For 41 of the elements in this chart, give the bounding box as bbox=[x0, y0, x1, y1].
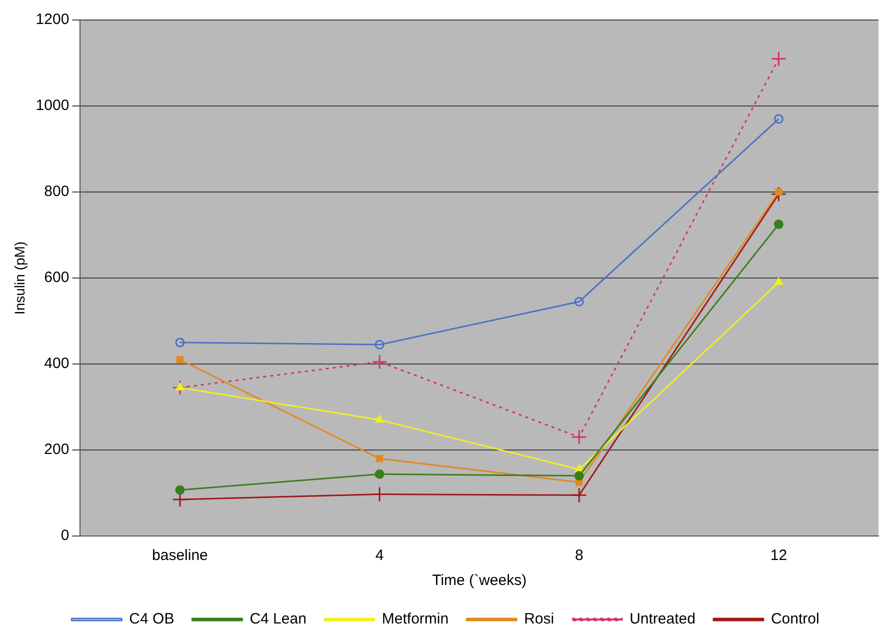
point bbox=[374, 340, 384, 350]
point bbox=[376, 455, 384, 462]
point bbox=[176, 356, 184, 364]
point bbox=[571, 487, 587, 503]
y-tick-label: 800 bbox=[44, 183, 70, 200]
x-tick-label: baseline bbox=[152, 547, 208, 564]
y-tick-label: 0 bbox=[60, 527, 70, 544]
point bbox=[571, 429, 587, 445]
y-tick-label: 200 bbox=[44, 441, 70, 458]
point bbox=[774, 220, 784, 229]
x-tick-label: 4 bbox=[375, 547, 384, 564]
y-tick-label: 400 bbox=[44, 355, 70, 372]
point bbox=[574, 464, 584, 472]
legend-label: Untreated bbox=[630, 610, 696, 628]
point bbox=[175, 338, 185, 348]
y-tick-label: 600 bbox=[44, 269, 70, 286]
point bbox=[374, 469, 384, 479]
y-tick-label: 1000 bbox=[36, 97, 70, 114]
point bbox=[574, 296, 584, 306]
y-axis-title: Insulin (pM) bbox=[11, 241, 28, 315]
x-tick-label: 8 bbox=[574, 547, 584, 564]
legend-label: Metformin bbox=[382, 610, 449, 628]
point bbox=[176, 382, 184, 390]
legend-label: C4 OB bbox=[129, 610, 174, 628]
point bbox=[770, 186, 786, 202]
legend-label: C4 Lean bbox=[250, 610, 306, 628]
point bbox=[372, 354, 388, 370]
x-axis-title: Time (`weeks) bbox=[432, 572, 527, 590]
legend-label: Rosi bbox=[524, 610, 554, 628]
point bbox=[375, 415, 384, 423]
point bbox=[175, 485, 185, 495]
point bbox=[775, 188, 782, 196]
point bbox=[574, 471, 584, 481]
point bbox=[172, 380, 188, 396]
point bbox=[774, 114, 784, 124]
y-tick-label: 1200 bbox=[36, 11, 70, 28]
legend-label: Control bbox=[770, 610, 820, 628]
point bbox=[774, 278, 783, 286]
point bbox=[372, 486, 388, 502]
x-tick-label: 12 bbox=[770, 547, 788, 564]
point bbox=[770, 50, 786, 66]
